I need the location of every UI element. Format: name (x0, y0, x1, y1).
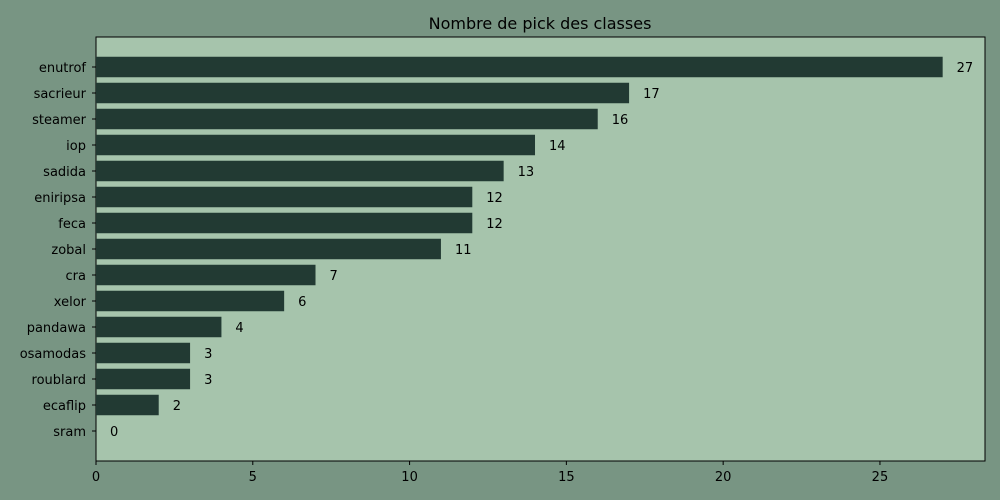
y-tick-label-sadida: sadida (43, 165, 86, 180)
bar-cra (96, 264, 316, 286)
x-axis: 0 5 10 15 20 25 (92, 461, 888, 485)
y-tick-label-xelor: xelor (54, 295, 87, 310)
bars-group (96, 56, 943, 416)
y-tick-label-ecaflip: ecaflip (43, 399, 86, 414)
bar-pandawa (96, 316, 222, 338)
value-label-zobal: 11 (455, 243, 472, 258)
value-label-pandawa: 4 (235, 321, 243, 336)
value-label-sacrieur: 17 (643, 87, 660, 102)
bar-sadida (96, 160, 504, 182)
x-tick-label-15: 15 (558, 470, 575, 485)
y-axis: enutrof sacrieur steamer iop sadida eniripsa f… (20, 61, 96, 440)
y-tick-label-sacrieur: sacrieur (34, 87, 87, 102)
y-tick-label-roublard: roublard (32, 373, 86, 388)
y-tick-label-eniripsa: eniripsa (34, 191, 86, 206)
value-label-eniripsa: 12 (486, 191, 503, 206)
bar-enutrof (96, 56, 943, 78)
value-label-cra: 7 (330, 269, 338, 284)
y-tick-label-osamodas: osamodas (20, 347, 87, 362)
value-label-sadida: 13 (518, 165, 535, 180)
x-tick-label-5: 5 (249, 470, 257, 485)
bar-iop (96, 134, 536, 156)
bar-xelor (96, 290, 285, 312)
value-label-xelor: 6 (298, 295, 306, 310)
value-label-iop: 14 (549, 139, 566, 154)
y-tick-label-sram: sram (53, 425, 86, 440)
y-tick-label-enutrof: enutrof (39, 61, 87, 76)
y-tick-label-iop: iop (66, 139, 86, 154)
bar-ecaflip (96, 394, 159, 416)
bar-osamodas (96, 342, 191, 364)
bar-eniripsa (96, 186, 473, 208)
value-label-osamodas: 3 (204, 347, 212, 362)
chart-title: Nombre de pick des classes (429, 14, 652, 33)
value-label-roublard: 3 (204, 373, 212, 388)
x-tick-label-20: 20 (715, 470, 732, 485)
bar-sacrieur (96, 82, 630, 104)
value-label-sram: 0 (110, 425, 118, 440)
value-label-feca: 12 (486, 217, 503, 232)
x-tick-label-10: 10 (401, 470, 418, 485)
y-tick-label-pandawa: pandawa (27, 321, 86, 336)
value-label-enutrof: 27 (957, 61, 974, 76)
value-label-steamer: 16 (612, 113, 629, 128)
x-tick-label-0: 0 (92, 470, 100, 485)
value-labels-group: 27 17 16 14 13 12 12 11 7 6 4 3 3 2 0 (110, 61, 973, 440)
value-label-ecaflip: 2 (173, 399, 181, 414)
bar-feca (96, 212, 473, 234)
bar-zobal (96, 238, 441, 260)
x-tick-label-25: 25 (872, 470, 889, 485)
y-tick-label-steamer: steamer (32, 113, 86, 128)
y-tick-label-cra: cra (66, 269, 86, 284)
bar-roublard (96, 368, 191, 390)
y-tick-label-feca: feca (58, 217, 86, 232)
y-tick-label-zobal: zobal (51, 243, 86, 258)
bar-steamer (96, 108, 598, 130)
